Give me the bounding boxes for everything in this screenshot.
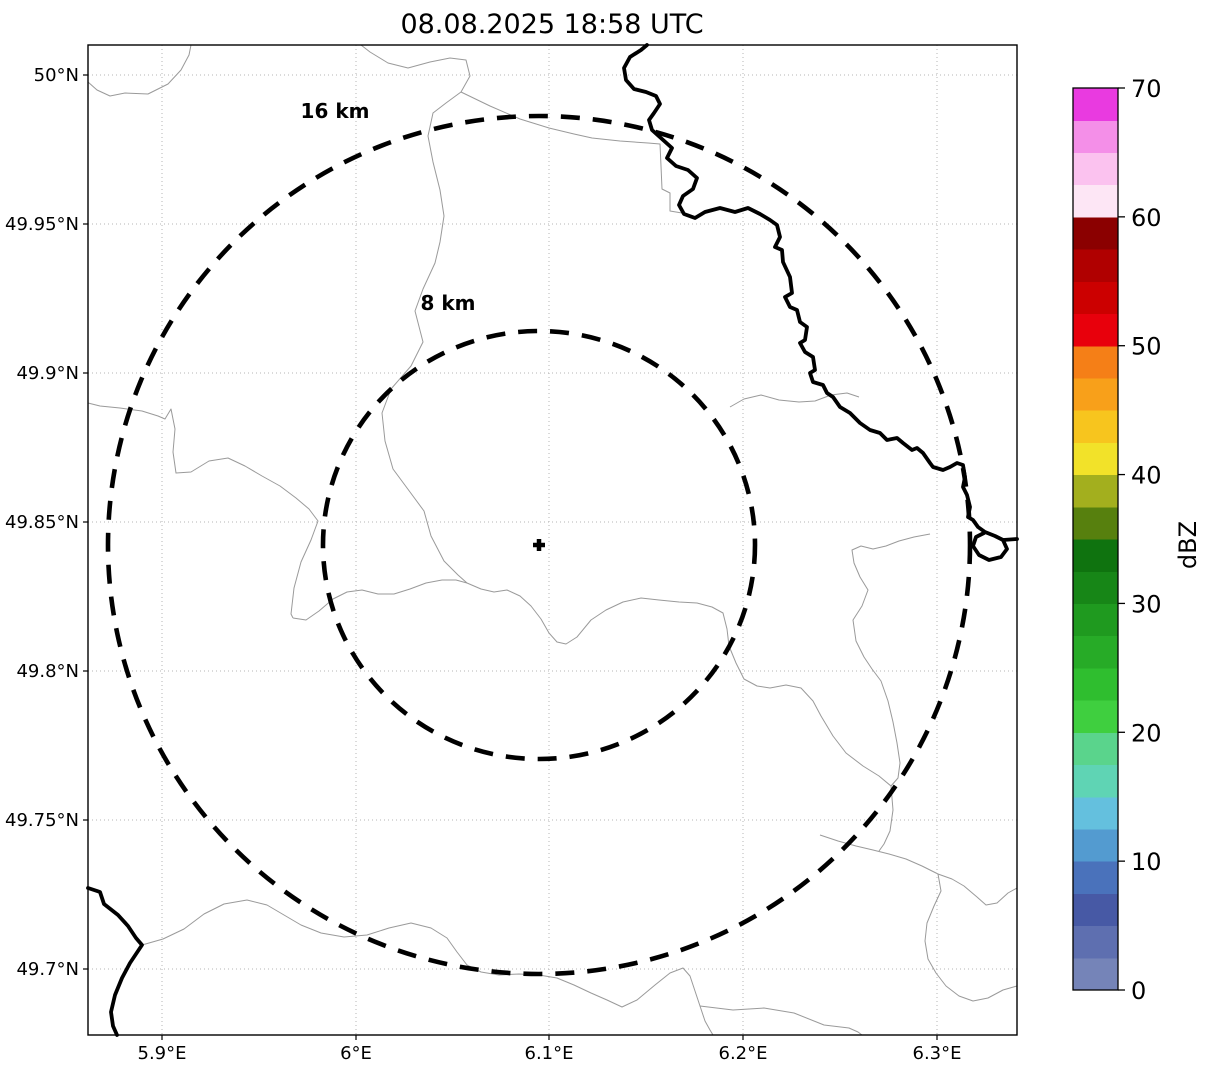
country-border-river (86, 43, 1019, 1037)
colorbar-segment (1073, 152, 1118, 186)
lat-tick-label: 50°N (34, 65, 79, 86)
colorbar-segment (1073, 506, 1118, 540)
boundary-line (729, 392, 860, 408)
lat-tick-label: 49.85°N (5, 512, 79, 533)
plot-title: 08.08.2025 18:58 UTC (400, 9, 703, 40)
grid-layer (88, 45, 1017, 1035)
colorbar-segment (1073, 249, 1118, 282)
colorbar-segment (1073, 474, 1118, 508)
colorbar-tick-label: 70 (1131, 75, 1162, 103)
colorbar-segment (1073, 893, 1118, 927)
municipal-boundaries (87, 44, 1018, 1036)
colorbar-segment (1073, 861, 1118, 894)
boundary-line (141, 899, 714, 1036)
boundary-line (360, 44, 471, 584)
colorbar-outline (1072, 87, 1119, 991)
colorbar-segment (1073, 667, 1118, 701)
lat-tick-label: 49.9°N (16, 363, 79, 384)
colorbar-tick-label: 40 (1131, 462, 1162, 490)
colorbar-segment (1073, 88, 1118, 121)
boundary-line (699, 1005, 863, 1036)
axis-ticks: 50°N 49.95°N 49.9°N 49.85°N 49.8°N 49.75°N 49.… (5, 65, 962, 1064)
colorbar-unit-label: dBZ (1174, 521, 1202, 569)
colorbar-segment (1073, 828, 1118, 862)
range-ring-label: 8 km (420, 291, 475, 315)
range-ring-label: 16 km (301, 99, 370, 123)
colorbar-tick-label: 50 (1131, 333, 1162, 361)
colorbar-segment (1073, 442, 1118, 476)
colorbar-segment (1073, 120, 1118, 154)
boundary-line (87, 402, 319, 619)
border-river-line (1001, 537, 1019, 542)
colorbar-segment (1073, 700, 1118, 733)
colorbar-segment (1073, 957, 1118, 991)
colorbar-segment (1073, 184, 1118, 218)
boundary-line (878, 785, 894, 852)
colorbar-segment (1073, 635, 1118, 669)
boundary-line (851, 533, 931, 787)
range-ring (320, 328, 758, 762)
colorbar-segment (1073, 216, 1118, 250)
colorbar-segment (1073, 539, 1118, 572)
lon-tick-label: 6.3°E (913, 1043, 962, 1064)
radar-site-marker (533, 539, 545, 551)
colorbar-tick-label: 20 (1131, 719, 1162, 747)
boundary-line (87, 44, 192, 97)
colorbar-segment (1073, 313, 1118, 347)
lat-tick-label: 49.8°N (16, 661, 79, 682)
lon-tick-label: 6.2°E (719, 1043, 768, 1064)
lat-tick-label: 49.95°N (5, 214, 79, 235)
lon-tick-label: 5.9°E (138, 1043, 187, 1064)
colorbar-segment (1073, 410, 1118, 443)
colorbar: 0 10 20 30 40 50 60 70 (1072, 75, 1162, 1005)
colorbar-segment (1073, 796, 1118, 830)
colorbar-segment (1073, 925, 1118, 959)
boundary-line (460, 91, 697, 218)
range-ring (105, 113, 973, 977)
colorbar-tick-label: 0 (1131, 977, 1146, 1005)
plot-frame (87, 44, 1018, 1036)
plot-border (87, 44, 1018, 1036)
colorbar-segment (1073, 345, 1118, 379)
colorbar-tick-label: 60 (1131, 204, 1162, 232)
colorbar-segment (1073, 281, 1118, 315)
range-rings: 16 km 8 km (105, 99, 973, 977)
lat-tick-label: 49.7°N (16, 959, 79, 980)
boundary-line (924, 873, 1018, 1002)
lat-tick-label: 49.75°N (5, 810, 79, 831)
colorbar-tick-label: 10 (1131, 848, 1162, 876)
border-river-line (86, 886, 144, 1037)
colorbar-segment (1073, 571, 1118, 605)
colorbar-segment (1073, 603, 1118, 637)
border-river-line (622, 43, 1009, 562)
lon-tick-label: 6.1°E (525, 1043, 574, 1064)
colorbar-segment (1073, 764, 1118, 798)
colorbar-segment (1073, 377, 1118, 411)
lon-tick-label: 6°E (340, 1043, 372, 1064)
colorbar-tick-label: 30 (1131, 590, 1162, 618)
boundary-line (292, 579, 892, 787)
colorbar-segment (1073, 732, 1118, 766)
